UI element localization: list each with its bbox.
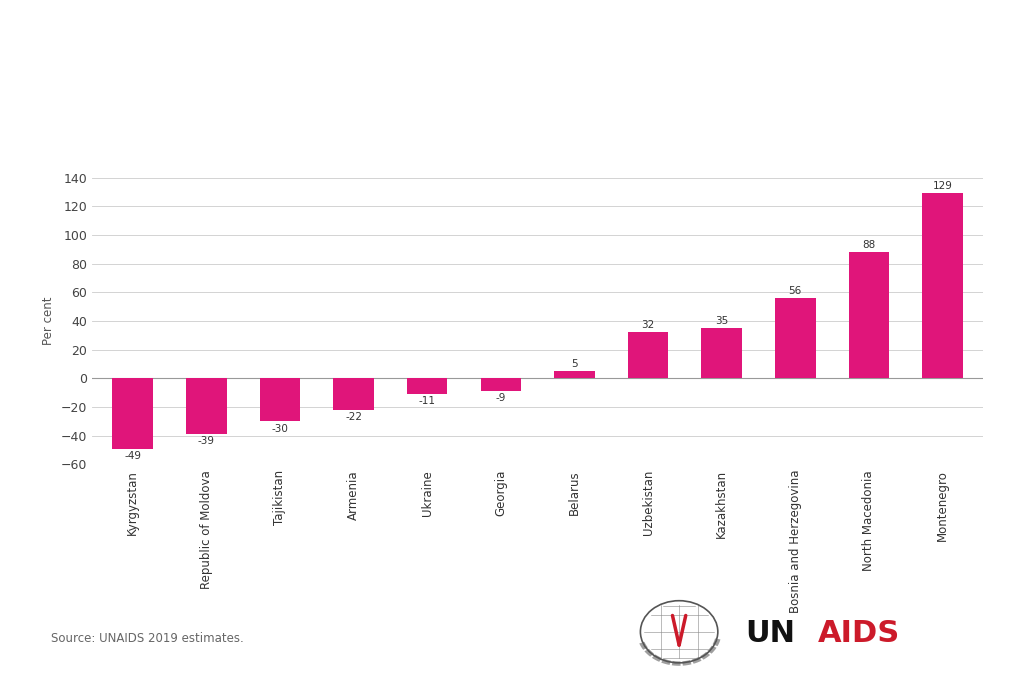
Text: -30: -30 bbox=[271, 423, 289, 434]
Bar bbox=[628, 333, 669, 378]
Wedge shape bbox=[652, 654, 662, 662]
Bar bbox=[333, 378, 374, 410]
Bar bbox=[407, 378, 447, 394]
Text: 32: 32 bbox=[641, 320, 654, 331]
Text: -22: -22 bbox=[345, 412, 362, 422]
Bar bbox=[849, 252, 889, 378]
Text: 56: 56 bbox=[788, 286, 802, 296]
Text: AIDS: AIDS bbox=[817, 619, 900, 647]
Wedge shape bbox=[692, 657, 701, 664]
Bar bbox=[554, 372, 595, 378]
Text: -9: -9 bbox=[496, 393, 506, 404]
Wedge shape bbox=[639, 642, 648, 650]
Text: 88: 88 bbox=[862, 240, 876, 250]
Bar bbox=[260, 378, 300, 421]
Text: -11: -11 bbox=[419, 396, 435, 406]
Wedge shape bbox=[672, 661, 681, 666]
Bar bbox=[775, 298, 815, 378]
Wedge shape bbox=[713, 639, 721, 646]
Text: 35: 35 bbox=[715, 316, 728, 326]
Text: 129: 129 bbox=[933, 181, 952, 191]
Text: -39: -39 bbox=[198, 436, 215, 447]
Bar bbox=[186, 378, 226, 434]
Bar bbox=[480, 378, 521, 391]
Text: eastern Europe and central Asia, 2010–2018: eastern Europe and central Asia, 2010–20… bbox=[39, 104, 564, 128]
Wedge shape bbox=[700, 652, 710, 660]
Wedge shape bbox=[662, 658, 671, 665]
Bar bbox=[923, 193, 963, 378]
Text: -49: -49 bbox=[124, 451, 141, 461]
Bar bbox=[701, 329, 742, 378]
Wedge shape bbox=[682, 660, 691, 666]
Wedge shape bbox=[644, 649, 654, 656]
Y-axis label: Per cent: Per cent bbox=[42, 296, 55, 346]
Wedge shape bbox=[708, 645, 717, 654]
Bar bbox=[113, 378, 153, 449]
Text: Percentage change in new HIV infections, by country,: Percentage change in new HIV infections,… bbox=[39, 40, 672, 64]
Text: Source: UNAIDS 2019 estimates.: Source: UNAIDS 2019 estimates. bbox=[51, 632, 244, 645]
Text: UN: UN bbox=[745, 619, 796, 647]
Text: 5: 5 bbox=[571, 359, 578, 369]
